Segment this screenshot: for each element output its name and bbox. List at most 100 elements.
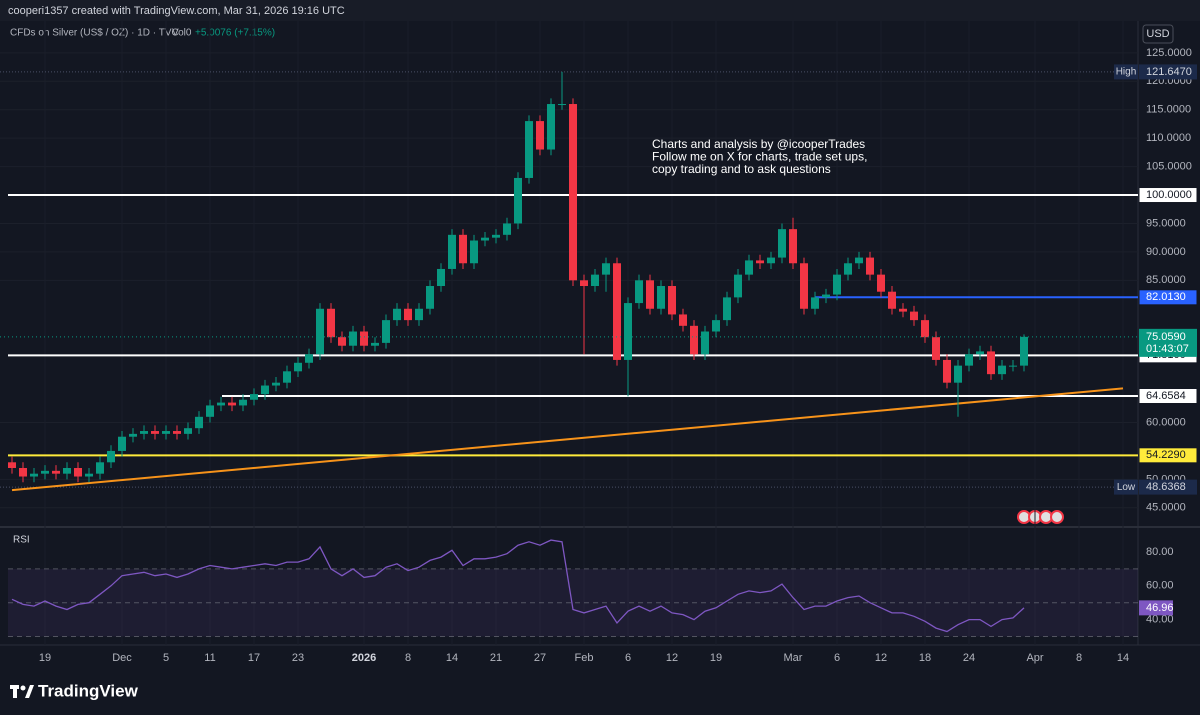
candle-body	[536, 121, 544, 150]
countdown: 01:43:07	[1146, 343, 1189, 355]
candle-body	[173, 431, 181, 434]
candle-body	[910, 311, 918, 321]
candle-body	[195, 416, 203, 429]
x-tick-label: 14	[446, 652, 458, 664]
x-tick-label: 5	[163, 652, 169, 664]
y-tick-label: 85.0000	[1146, 274, 1186, 286]
candle-body	[657, 286, 665, 309]
candle-body	[360, 331, 368, 346]
x-tick-label: 12	[666, 652, 678, 664]
x-tick-label: 11	[204, 652, 215, 664]
candle-body	[448, 234, 456, 269]
candle-body	[690, 325, 698, 355]
x-tick-label: Feb	[575, 652, 594, 664]
candle-body	[976, 351, 984, 355]
candle-body	[393, 308, 401, 321]
y-tick-label: 95.0000	[1146, 217, 1186, 229]
candle-body	[932, 337, 940, 360]
candle-body	[844, 263, 852, 275]
candle-body	[591, 274, 599, 287]
candle-body	[371, 342, 379, 346]
candle-body	[151, 431, 159, 434]
level-label-box	[1138, 289, 1198, 306]
candle-body	[250, 394, 258, 400]
candle-body	[987, 351, 995, 375]
y-tick-label: 60.0000	[1146, 416, 1186, 428]
candle-body	[52, 470, 60, 474]
candle-body	[327, 308, 335, 338]
candle-body	[19, 467, 27, 477]
symbol: CFDs on Silver (US$ / OZ) · 1D · TVC	[10, 28, 179, 39]
trendline	[11, 387, 1124, 492]
candle-body	[899, 308, 907, 312]
x-tick-label: 21	[490, 652, 502, 664]
candle-body	[954, 365, 962, 383]
candle-body	[943, 359, 951, 383]
rsi-band	[8, 568, 1138, 637]
candle-body	[107, 450, 115, 463]
x-tick-label: 12	[875, 652, 887, 664]
candle-body	[283, 371, 291, 383]
y-tick-label: 90.0000	[1146, 246, 1186, 258]
candle-body	[569, 104, 577, 281]
candle-body	[778, 229, 786, 258]
candle-body	[921, 320, 929, 338]
candle-body	[877, 274, 885, 292]
candle-body	[129, 433, 137, 437]
candle-body	[822, 294, 830, 298]
candle-body	[382, 320, 390, 343]
candle-body	[866, 257, 874, 275]
candle-body	[206, 405, 214, 417]
candle-body	[85, 473, 93, 477]
candle-body	[679, 314, 687, 326]
level-label-box	[1138, 388, 1198, 405]
candle-body	[558, 104, 566, 106]
flags	[1017, 510, 1064, 524]
x-tick-label: 8	[1076, 652, 1082, 664]
candle-body	[745, 260, 753, 275]
candle-body	[239, 399, 247, 406]
x-tick-label: 6	[625, 652, 631, 664]
x-tick-label: 8	[405, 652, 411, 664]
candle-body	[723, 297, 731, 321]
candle-body	[217, 402, 225, 406]
currency-box[interactable]	[1142, 24, 1174, 44]
rsi-title: RSI	[13, 535, 30, 546]
candle-body	[646, 280, 654, 309]
y-tick-label: 110.0000	[1146, 132, 1191, 144]
level-label: 64.6584	[1146, 390, 1186, 402]
rsi-line	[11, 539, 1025, 633]
level-label: 54.2290	[1146, 449, 1186, 461]
level-label-box	[1138, 187, 1198, 204]
logo	[10, 685, 34, 698]
last-price-label: 75.0590	[1146, 331, 1186, 343]
x-tick-label: 17	[248, 652, 260, 664]
candle-body	[41, 470, 49, 474]
candle-body	[63, 467, 71, 474]
rsi-tick-label: 40.00	[1146, 614, 1174, 626]
candle-body	[140, 431, 148, 434]
candle-body	[404, 308, 412, 321]
x-tick-label: Dec	[112, 652, 132, 664]
x-tick-label: 19	[710, 652, 722, 664]
candle-body	[294, 362, 302, 372]
currency[interactable]: USD	[1146, 28, 1169, 40]
y-tick-label: 105.0000	[1146, 160, 1192, 172]
candle-body	[1009, 365, 1017, 367]
rsi-tick-label: 80.00	[1146, 546, 1174, 558]
credit: cooperi1357 created with TradingView.com…	[8, 5, 345, 17]
candle-body	[437, 268, 445, 287]
candle-body	[118, 436, 126, 451]
x-tick-label: 23	[292, 652, 304, 664]
annotation: copy trading and to ask questions	[652, 162, 831, 176]
candle-body	[470, 240, 478, 264]
y-tick-label: 125.0000	[1146, 47, 1192, 59]
candle-body	[756, 260, 764, 264]
x-tick-label: 19	[39, 652, 51, 664]
brand: TradingView	[38, 681, 139, 700]
x-tick-label: 27	[534, 652, 546, 664]
candle-body	[481, 237, 489, 241]
change: +5.0076 (+7.15%)	[195, 28, 275, 39]
rsi-last-label: 46.96	[1146, 602, 1174, 614]
